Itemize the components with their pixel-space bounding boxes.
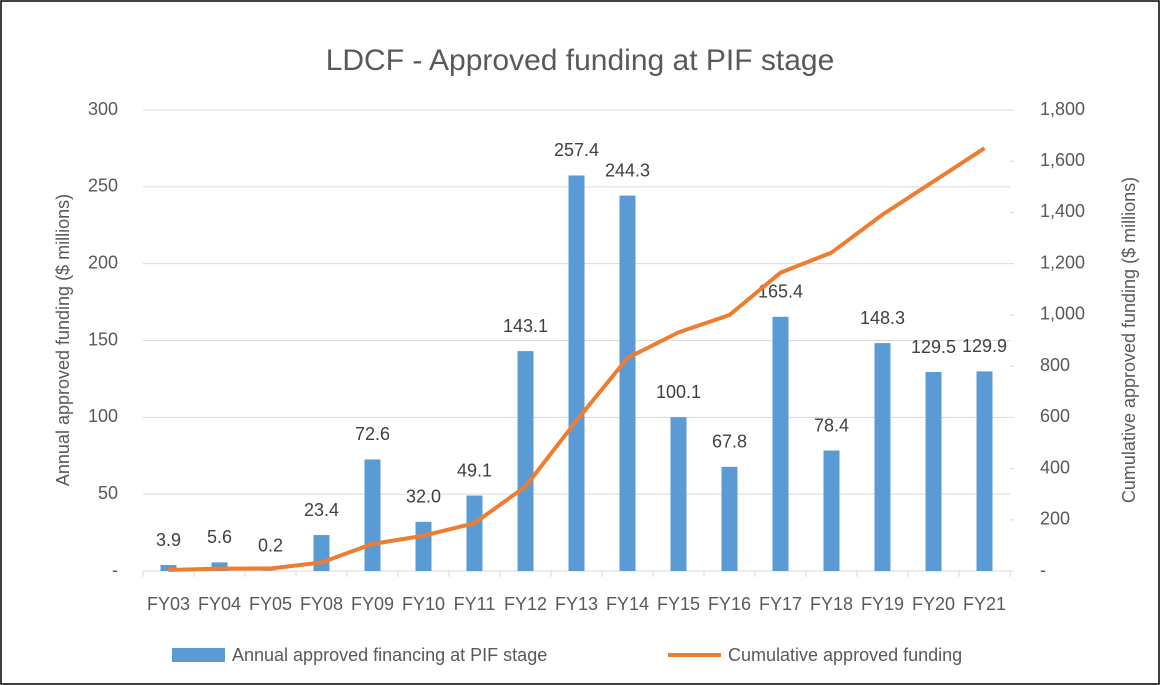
legend-label: Annual approved financing at PIF stage	[232, 645, 547, 665]
y2-tick-label: 200	[1040, 509, 1070, 529]
bar	[313, 535, 330, 571]
data-label: 244.3	[605, 160, 650, 180]
data-label: 23.4	[304, 500, 339, 520]
x-tick-label: FY16	[708, 594, 751, 614]
y2-tick-label: 800	[1040, 355, 1070, 375]
bar	[976, 371, 993, 571]
x-tick-label: FY10	[402, 594, 445, 614]
data-label: 5.6	[207, 527, 232, 547]
data-label: 67.8	[712, 432, 747, 452]
bar	[466, 495, 483, 571]
bar	[874, 343, 891, 571]
x-tick-label: FY13	[555, 594, 598, 614]
data-label: 3.9	[156, 530, 181, 550]
x-tick-label: FY21	[963, 594, 1006, 614]
y2-tick-label: 1,000	[1040, 304, 1085, 324]
x-tick-label: FY03	[147, 594, 190, 614]
y-tick-label: 100	[88, 406, 118, 426]
data-label: 129.9	[962, 336, 1007, 356]
bar	[721, 466, 738, 571]
y-tick-label: 150	[88, 329, 118, 349]
y2-tick-label: 1,600	[1040, 150, 1085, 170]
data-label: 148.3	[860, 308, 905, 328]
data-label: 257.4	[554, 140, 599, 160]
x-tick-label: FY05	[249, 594, 292, 614]
bar	[670, 417, 687, 571]
data-label: 165.4	[758, 282, 803, 302]
x-tick-label: FY20	[912, 594, 955, 614]
x-tick-label: FY18	[810, 594, 853, 614]
bar	[517, 351, 534, 571]
bar	[772, 316, 789, 571]
chart-title: LDCF - Approved funding at PIF stage	[326, 44, 835, 77]
x-tick-label: FY09	[351, 594, 394, 614]
y2-tick-label: -	[1040, 560, 1046, 580]
y-tick-label: 200	[88, 252, 118, 272]
bar	[364, 459, 381, 571]
legend-label: Cumulative approved funding	[728, 645, 962, 665]
x-tick-label: FY19	[861, 594, 904, 614]
y2-tick-label: 600	[1040, 406, 1070, 426]
legend-swatch	[172, 648, 225, 662]
data-label: 129.5	[911, 337, 956, 357]
data-label: 49.1	[457, 460, 492, 480]
x-tick-label: FY08	[300, 594, 343, 614]
line	[168, 146, 986, 573]
data-label: 32.0	[406, 487, 441, 507]
y-tick-label: 250	[88, 176, 118, 196]
data-label: 143.1	[503, 316, 548, 336]
y-tick-label: 300	[88, 99, 118, 119]
y2-tick-label: 1,400	[1040, 201, 1085, 221]
y2-axis-title: Cumulative approved funding ($ millions)	[1119, 177, 1139, 503]
bar	[619, 195, 636, 571]
x-tick-label: FY15	[657, 594, 700, 614]
bar	[568, 175, 585, 571]
x-tick-label: FY17	[759, 594, 802, 614]
x-tick-label: FY14	[606, 594, 649, 614]
data-label: 100.1	[656, 382, 701, 402]
y-axis-title: Annual approved funding ($ millions)	[53, 194, 73, 486]
y2-tick-label: 1,800	[1040, 99, 1085, 119]
y-tick-label: -	[112, 560, 118, 580]
data-label: 0.2	[258, 535, 283, 555]
data-label: 78.4	[814, 415, 849, 435]
x-tick-label: FY11	[454, 594, 496, 614]
y2-tick-label: 1,200	[1040, 252, 1085, 272]
data-label: 72.6	[355, 424, 390, 444]
x-tick-label: FY12	[504, 594, 547, 614]
bar	[823, 450, 840, 571]
y-tick-label: 50	[98, 483, 118, 503]
bar	[415, 521, 432, 571]
x-tick-label: FY04	[198, 594, 241, 614]
y2-tick-label: 400	[1040, 457, 1070, 477]
bar	[925, 372, 942, 571]
